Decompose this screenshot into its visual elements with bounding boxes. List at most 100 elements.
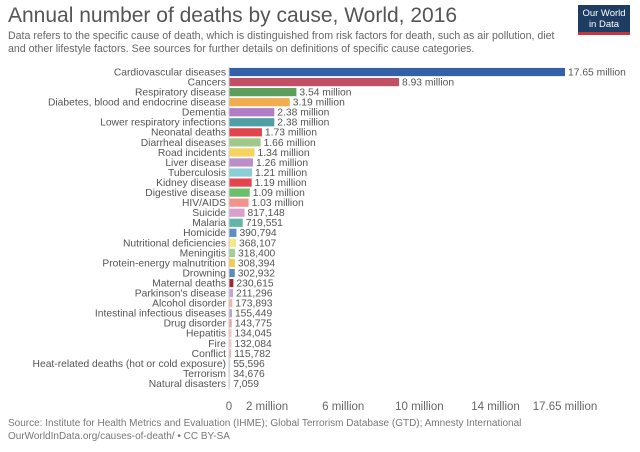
category-label: Dementia: [182, 108, 226, 119]
bar: [229, 67, 565, 77]
value-label: 1.26 million: [256, 158, 308, 169]
bar: [229, 228, 237, 237]
value-label: 1.73 million: [265, 128, 317, 139]
x-tick-label: 2 million: [246, 401, 288, 413]
value-label: 308,394: [238, 258, 275, 269]
source-note: Source: Institute for Health Metrics and…: [8, 418, 608, 443]
value-label: 132,084: [235, 339, 272, 350]
bar: [229, 208, 245, 217]
bar: [229, 309, 232, 318]
bar: [229, 88, 297, 97]
bar: [229, 128, 262, 137]
value-label: 8.93 million: [402, 77, 454, 88]
value-label: 173,893: [235, 299, 272, 310]
logo-line-1: Our World: [582, 8, 626, 19]
chart-subtitle: Data refers to the specific cause of dea…: [8, 30, 555, 55]
value-label: 817,148: [248, 208, 285, 219]
bar: [229, 319, 232, 328]
category-label: Meningitis: [180, 248, 226, 259]
value-label: 1.21 million: [255, 168, 307, 179]
category-label: Tuberculosis: [168, 168, 226, 179]
category-label: Diabetes, blood and endocrine disease: [48, 98, 226, 109]
value-label: 368,107: [239, 238, 276, 249]
category-label: Natural disasters: [149, 379, 226, 390]
value-label: 17.65 million: [568, 67, 626, 78]
value-label: 134,045: [235, 329, 272, 340]
category-label: Nutritional deficiencies: [123, 238, 226, 249]
value-label: 302,932: [238, 268, 275, 279]
value-label: 3.19 million: [293, 98, 345, 109]
logo-line-2: in Data: [588, 19, 620, 30]
x-tick-label: 6 million: [322, 401, 364, 413]
category-label: Protein-energy malnutrition: [102, 258, 226, 269]
category-label: Intestinal infectious diseases: [95, 309, 226, 320]
value-label: 34,676: [233, 369, 265, 380]
value-label: 115,782: [234, 349, 271, 360]
value-label: 1.19 million: [255, 178, 307, 189]
bar: [229, 188, 250, 197]
category-label: HIV/AIDS: [182, 198, 226, 209]
bar: [229, 289, 234, 298]
bar: [229, 158, 253, 167]
bar: [229, 118, 275, 127]
bar: [229, 138, 261, 147]
category-label: Road incidents: [158, 148, 226, 159]
value-label: 2.38 million: [277, 108, 329, 119]
value-label: 7,059: [233, 379, 259, 390]
category-label: Fire: [208, 339, 226, 350]
value-label: 719,551: [246, 218, 283, 229]
category-label: Drug disorder: [164, 319, 227, 330]
category-label: Neonatal deaths: [151, 128, 226, 139]
bar: [229, 218, 243, 227]
category-label: Drowning: [183, 268, 227, 279]
x-tick-label: 0: [226, 401, 232, 413]
owid-logo[interactable]: Our World in Data: [578, 5, 630, 35]
bar: [229, 108, 275, 117]
category-label: Suicide: [192, 208, 226, 219]
bar: [229, 168, 253, 177]
category-label: Malaria: [192, 218, 226, 229]
category-label: Cardiovascular diseases: [114, 67, 226, 78]
bar: [229, 349, 232, 358]
category-label: Kidney disease: [156, 178, 226, 189]
bar: [229, 299, 233, 308]
category-label: Homicide: [183, 228, 226, 239]
chart-title: Annual number of deaths by cause, World,…: [8, 4, 458, 27]
category-label: Liver disease: [165, 158, 226, 169]
bar: [229, 369, 231, 378]
category-label: Lower respiratory infections: [100, 118, 226, 129]
bar: [229, 359, 231, 368]
x-tick-label: 14 million: [471, 401, 520, 413]
value-label: 230,615: [236, 278, 273, 289]
bar: [229, 98, 290, 107]
category-label: Maternal deaths: [152, 278, 226, 289]
value-label: 143,775: [235, 319, 272, 330]
category-label: Diarrheal diseases: [141, 138, 226, 149]
category-label: Terrorism: [183, 369, 226, 380]
category-label: Parkinson's disease: [135, 289, 227, 300]
bar: [229, 258, 235, 268]
value-label: 1.03 million: [252, 198, 304, 209]
category-label: Heat-related deaths (hot or cold exposur…: [33, 359, 226, 370]
value-label: 390,794: [239, 228, 276, 239]
bar: [229, 238, 237, 247]
category-label: Alcohol disorder: [152, 299, 226, 310]
bar: [229, 198, 249, 207]
value-label: 211,296: [236, 289, 273, 300]
x-tick-label: 10 million: [395, 401, 444, 413]
value-label: 2.38 million: [277, 118, 329, 129]
bar: [229, 178, 252, 187]
value-label: 155,449: [235, 309, 272, 320]
source-line-2[interactable]: OurWorldInData.org/causes-of-death/ • CC…: [8, 430, 230, 442]
category-label: Conflict: [192, 349, 226, 360]
bar: [229, 268, 235, 278]
value-label: 1.34 million: [258, 148, 310, 159]
bar: [229, 248, 236, 258]
bar: [229, 148, 255, 157]
category-label: Digestive disease: [145, 188, 226, 199]
bar: [229, 379, 231, 388]
category-label: Cancers: [188, 77, 226, 88]
value-label: 3.54 million: [299, 88, 351, 99]
bar: [229, 77, 399, 87]
category-label: Hepatitis: [186, 329, 226, 340]
